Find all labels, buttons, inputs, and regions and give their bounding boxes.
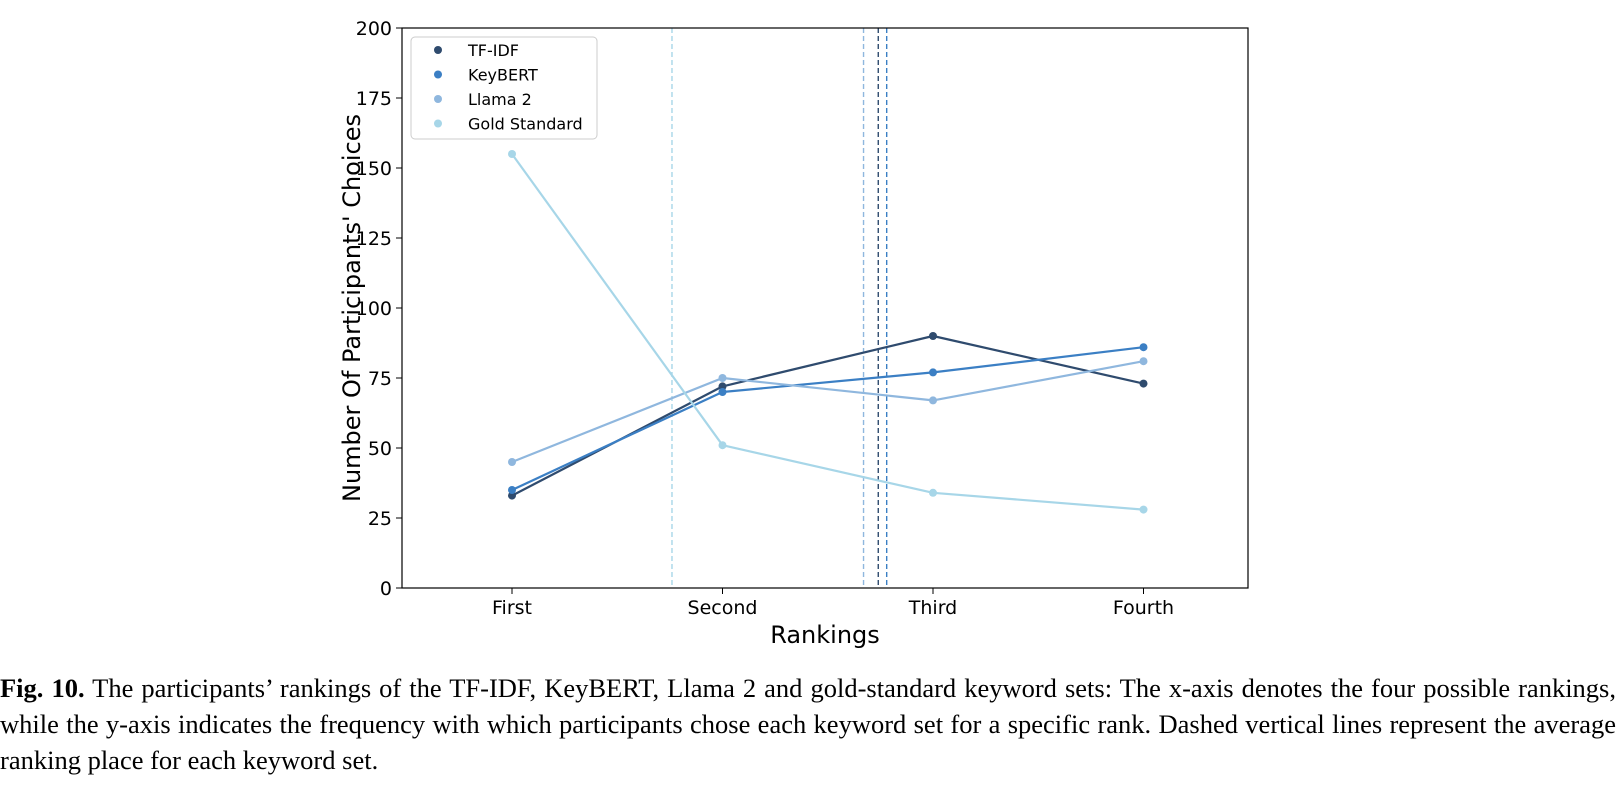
y-axis-title: Number Of Participants' Choices — [338, 114, 366, 502]
data-point-0-3 — [1139, 379, 1148, 388]
y-tick-label: 75 — [368, 368, 392, 390]
x-tick-label: First — [492, 597, 532, 619]
y-tick-label: 200 — [356, 18, 392, 40]
x-tick-label: Third — [908, 597, 957, 619]
data-point-2-3 — [1139, 357, 1148, 366]
caption-text: The participants’ rankings of the TF-IDF… — [0, 673, 1616, 775]
data-point-2-2 — [929, 396, 937, 405]
data-point-1-3 — [1139, 343, 1148, 352]
series-line-3 — [511, 153, 1144, 511]
y-tick-label: 150 — [356, 158, 392, 180]
line-chart: First Second Third Fourth 0 25 50 75 100 125 150 1… — [338, 18, 1249, 649]
figure-caption: Fig. 10. The participants’ rankings of t… — [0, 670, 1616, 778]
legend-marker-0 — [434, 46, 442, 54]
data-point-3-0 — [508, 150, 516, 158]
legend: TF-IDF KeyBERT Llama 2 Gold Standard — [410, 36, 598, 140]
y-tick-label: 0 — [380, 578, 392, 600]
legend-label: KeyBERT — [468, 66, 538, 85]
x-axis-title: Rankings — [770, 621, 880, 649]
data-point-0-0 — [508, 491, 516, 500]
y-tick-label: 125 — [356, 228, 392, 250]
series-line-0 — [511, 334, 1144, 497]
data-point-2-1 — [718, 374, 727, 382]
data-point-0-2 — [929, 332, 937, 340]
caption-label: Fig. 10. — [0, 673, 85, 703]
x-tick-label: Fourth — [1113, 597, 1174, 619]
legend-box — [410, 36, 598, 140]
series-points — [508, 150, 1148, 514]
legend-marker-2 — [434, 95, 442, 103]
series-line-2 — [511, 360, 1144, 464]
legend-label: Llama 2 — [468, 90, 532, 109]
data-point-3-3 — [1139, 505, 1148, 514]
x-axis-ticks: First Second Third Fourth — [492, 588, 1174, 619]
data-point-1-1 — [718, 388, 727, 396]
y-tick-label: 50 — [368, 438, 392, 460]
data-point-2-0 — [508, 458, 516, 466]
data-point-1-0 — [508, 486, 516, 494]
x-tick-label: Second — [688, 597, 758, 619]
y-tick-label: 175 — [356, 88, 392, 110]
y-tick-label: 25 — [368, 508, 392, 530]
legend-marker-3 — [434, 119, 442, 128]
y-tick-label: 100 — [356, 298, 392, 320]
series-line-1 — [511, 346, 1144, 491]
data-point-0-1 — [718, 382, 727, 391]
data-point-1-2 — [929, 368, 937, 377]
series-lines — [511, 153, 1144, 511]
legend-marker-1 — [434, 70, 442, 79]
data-point-3-2 — [929, 488, 937, 497]
legend-label: TF-IDF — [467, 41, 519, 60]
average-rank-lines — [671, 28, 888, 588]
legend-label: Gold Standard — [468, 115, 583, 134]
y-axis-ticks: 0 25 50 75 100 125 150 175 200 — [356, 18, 402, 600]
data-point-3-1 — [718, 441, 727, 450]
